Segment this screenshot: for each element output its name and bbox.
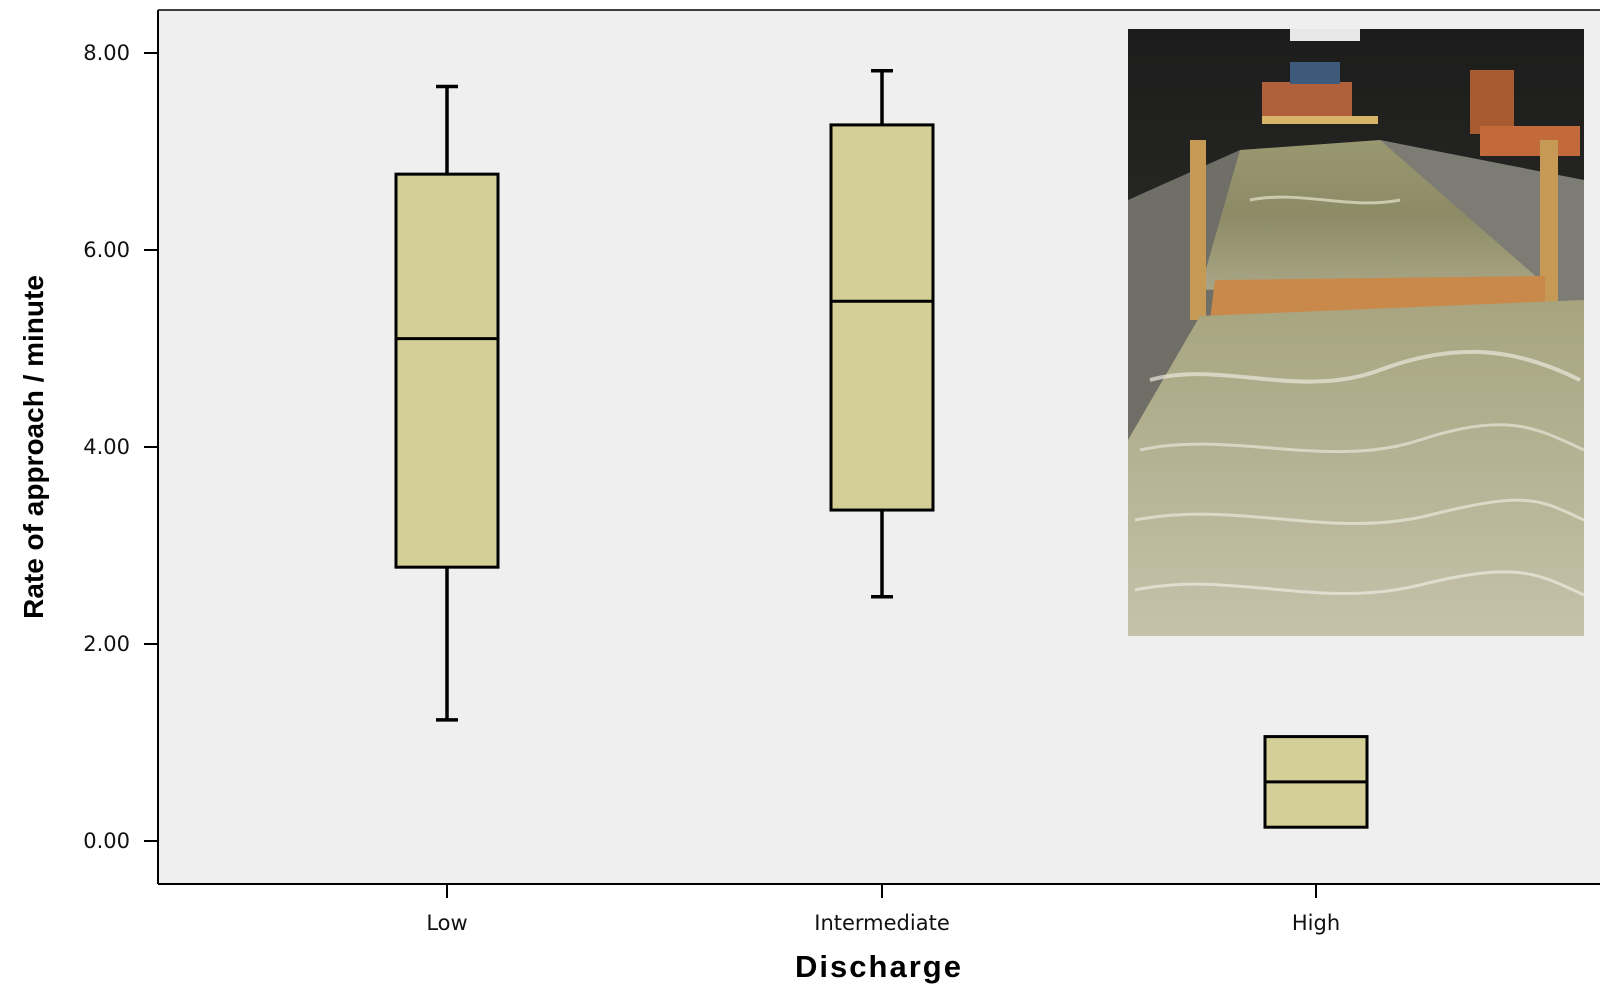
iqr-box xyxy=(394,172,500,569)
iqr-box xyxy=(829,123,935,512)
x-axis-ticks: Low Intermediate High xyxy=(426,884,1340,935)
flume-channel-photo xyxy=(1128,29,1584,636)
y-tick-label: 2.00 xyxy=(83,632,130,656)
y-tick-label: 4.00 xyxy=(83,435,130,459)
y-tick-label: 0.00 xyxy=(83,829,130,853)
x-tick-label: Low xyxy=(426,911,467,935)
box-intermediate xyxy=(829,68,935,599)
x-tick-label: Intermediate xyxy=(814,911,950,935)
y-tick-label: 8.00 xyxy=(83,41,130,65)
y-axis-title: Rate of approach / minute xyxy=(18,275,49,619)
y-tick-label: 6.00 xyxy=(83,238,130,262)
x-tick-label: High xyxy=(1292,911,1340,935)
box-high xyxy=(1263,735,1369,829)
box-series xyxy=(394,68,1369,829)
box-low xyxy=(394,84,500,722)
y-axis-ticks: 0.00 2.00 4.00 6.00 8.00 xyxy=(83,41,158,853)
x-axis-title: Discharge xyxy=(795,949,963,984)
